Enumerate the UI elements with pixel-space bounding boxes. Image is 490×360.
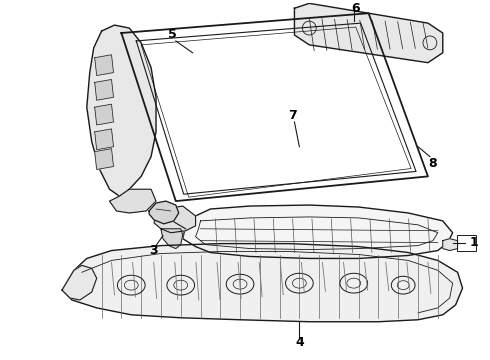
Polygon shape bbox=[87, 25, 156, 196]
Text: 3: 3 bbox=[149, 244, 157, 257]
Polygon shape bbox=[443, 239, 458, 251]
Polygon shape bbox=[95, 55, 114, 76]
Polygon shape bbox=[183, 205, 453, 258]
Text: 5: 5 bbox=[169, 28, 177, 41]
Text: 8: 8 bbox=[429, 157, 437, 170]
Text: 6: 6 bbox=[351, 2, 360, 15]
Text: 4: 4 bbox=[295, 336, 304, 349]
Polygon shape bbox=[122, 13, 428, 201]
Polygon shape bbox=[95, 129, 114, 150]
Text: 2: 2 bbox=[162, 207, 170, 220]
Text: 1: 1 bbox=[469, 236, 478, 249]
Polygon shape bbox=[95, 104, 114, 125]
Text: 7: 7 bbox=[288, 109, 297, 122]
Polygon shape bbox=[95, 80, 114, 100]
Polygon shape bbox=[149, 201, 179, 224]
Polygon shape bbox=[154, 206, 196, 233]
Polygon shape bbox=[62, 244, 463, 322]
Polygon shape bbox=[62, 265, 97, 300]
Polygon shape bbox=[95, 149, 114, 170]
Polygon shape bbox=[161, 229, 183, 248]
Polygon shape bbox=[294, 3, 443, 63]
Polygon shape bbox=[110, 189, 156, 213]
